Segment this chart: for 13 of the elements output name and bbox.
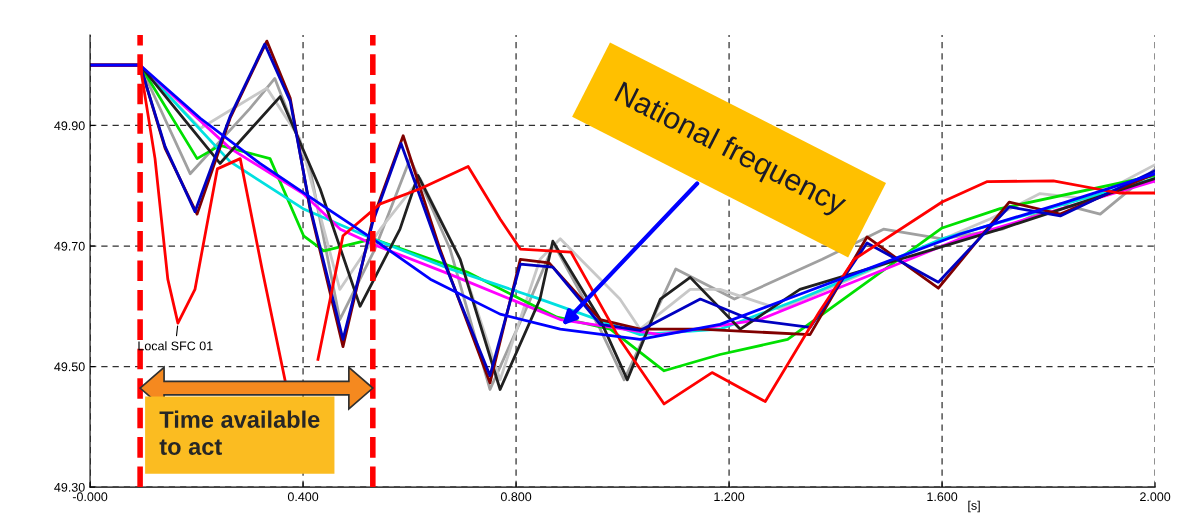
x-tick-label: 0.800 (500, 492, 532, 502)
x-tick-label: 2.000 (1140, 492, 1171, 502)
x-axis-title: [s] (968, 500, 980, 513)
annotation: Time available to act (159, 410, 320, 456)
x-tick-label: 1.200 (714, 492, 745, 502)
y-tick-label: 49.30 (54, 482, 85, 492)
y-tick-label: 49.90 (54, 121, 85, 131)
annotation: Local SFC 01 (138, 341, 213, 351)
y-tick-label: 49.50 (54, 362, 85, 372)
y-tick-label: 49.70 (54, 241, 85, 251)
x-tick-label: 0.400 (287, 492, 319, 502)
x-tick-label: 1.600 (927, 492, 958, 502)
x-tick-label: -0.000 (72, 492, 108, 502)
